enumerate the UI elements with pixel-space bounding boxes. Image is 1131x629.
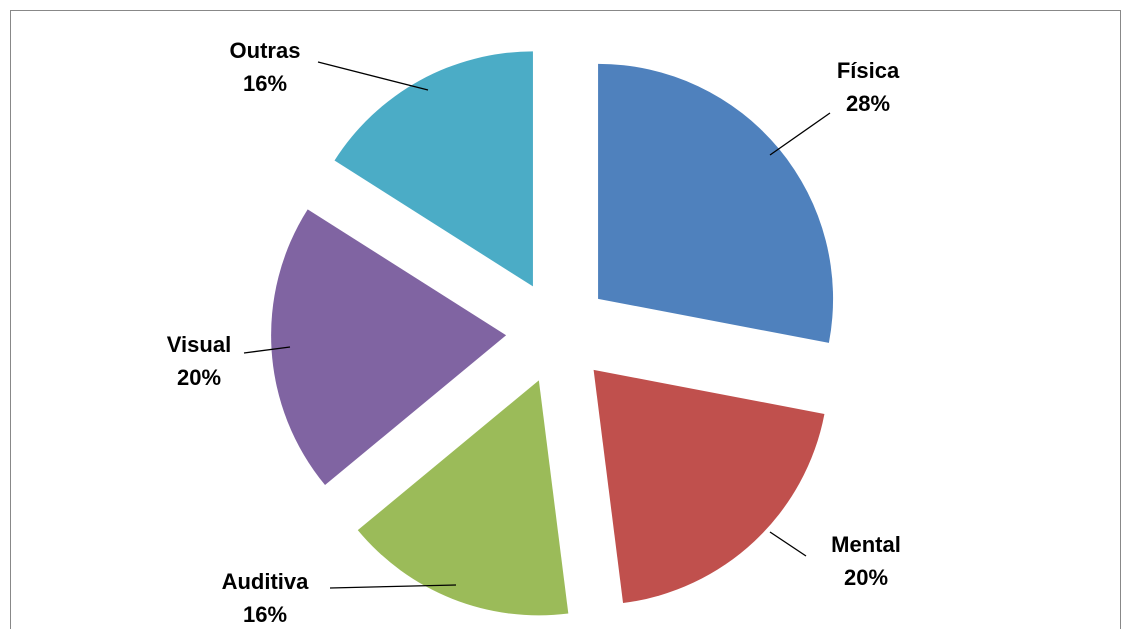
- slice-label: Mental: [831, 532, 901, 557]
- leader-line: [243, 346, 291, 354]
- slice-label: Auditiva: [222, 569, 310, 594]
- pie-slice: [357, 380, 569, 616]
- slice-value-label: 28%: [846, 91, 890, 116]
- pie-slice: [598, 63, 834, 343]
- pie-slice: [593, 369, 825, 604]
- pie-slice: [271, 209, 507, 486]
- slice-value-label: 16%: [243, 602, 287, 627]
- leader-line: [769, 531, 807, 557]
- slice-value-label: 16%: [243, 71, 287, 96]
- slice-label: Física: [837, 58, 900, 83]
- slice-value-label: 20%: [177, 365, 221, 390]
- leader-line: [329, 584, 457, 589]
- slice-label: Visual: [167, 332, 231, 357]
- chart-frame: [10, 10, 1121, 629]
- slice-value-label: 20%: [844, 565, 888, 590]
- leader-line: [769, 112, 831, 156]
- pie-slice: [334, 51, 533, 287]
- leader-line: [317, 61, 429, 91]
- slice-label: Outras: [230, 38, 301, 63]
